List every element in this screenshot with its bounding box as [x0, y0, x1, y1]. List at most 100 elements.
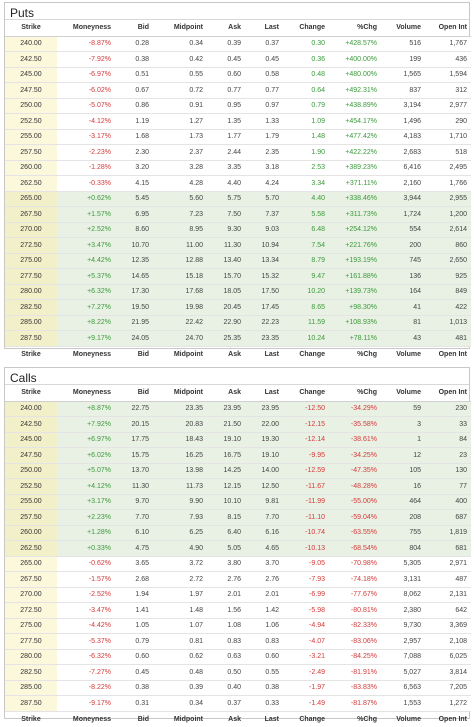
calls-head-pct-chg-header[interactable]: %Chg [329, 385, 381, 402]
table-row[interactable]: 265.00 +0.62% 5.45 5.60 5.75 5.70 4.40 +338.46%… [5, 191, 471, 207]
table-row[interactable]: 282.50 +7.27% 19.50 19.98 20.45 17.45 8.65 +98.… [5, 299, 471, 316]
table-row[interactable]: 265.00 -0.62% 3.65 3.72 3.80 3.70 -9.05 -70.98%… [5, 556, 471, 572]
table-row[interactable]: 242.50 -7.92% 0.38 0.42 0.45 0.45 0.36 +400.00%… [5, 51, 471, 68]
puts-strike-cell[interactable]: 287.50 [5, 330, 57, 347]
puts-strike-cell[interactable]: 262.50 [5, 175, 57, 192]
calls-head-moneyness-header[interactable]: Moneyness [57, 385, 115, 402]
table-row[interactable]: 270.00 +2.52% 8.60 8.95 9.30 9.03 6.48 +254.12%… [5, 222, 471, 238]
puts-head-last-header[interactable]: Last [245, 20, 283, 37]
calls-strike-cell[interactable]: 262.50 [5, 540, 57, 557]
calls-foot-last-header[interactable]: Last [245, 710, 283, 727]
puts-strike-cell[interactable]: 240.00 [5, 36, 57, 52]
puts-head-pct-chg-header[interactable]: %Chg [329, 20, 381, 37]
calls-strike-cell[interactable]: 285.00 [5, 680, 57, 696]
table-row[interactable]: 277.50 -5.37% 0.79 0.81 0.83 0.83 -4.07 -83.06%… [5, 633, 471, 650]
puts-foot-last-header[interactable]: Last [245, 345, 283, 362]
puts-head-change-header[interactable]: Change [283, 20, 329, 37]
calls-head-ask-header[interactable]: Ask [207, 385, 245, 402]
table-row[interactable]: 285.00 +8.22% 21.95 22.42 22.90 22.23 11.59 +10… [5, 315, 471, 331]
calls-strike-cell[interactable]: 245.00 [5, 432, 57, 448]
table-row[interactable]: 272.50 +3.47% 10.70 11.00 11.30 10.94 7.54 +221… [5, 237, 471, 254]
table-row[interactable]: 287.50 -9.17% 0.31 0.34 0.37 0.33 -1.49 -81.87%… [5, 695, 471, 712]
puts-foot-change-header[interactable]: Change [283, 345, 329, 362]
calls-head-volume-header[interactable]: Volume [381, 385, 425, 402]
puts-strike-cell[interactable]: 250.00 [5, 98, 57, 114]
table-row[interactable]: 245.00 -6.97% 0.51 0.55 0.60 0.58 0.48 +480.00%… [5, 67, 471, 83]
table-row[interactable]: 267.50 +1.57% 6.95 7.23 7.50 7.37 5.58 +311.73%… [5, 206, 471, 223]
puts-foot-midpoint-header[interactable]: Midpoint [153, 345, 207, 362]
calls-foot-bid-header[interactable]: Bid [115, 710, 153, 727]
table-row[interactable]: 272.50 -3.47% 1.41 1.48 1.56 1.42 -5.98 -80.81%… [5, 602, 471, 619]
table-row[interactable]: 245.00 +6.97% 17.75 18.43 19.10 19.30 -12.14 -3… [5, 432, 471, 448]
calls-strike-cell[interactable]: 252.50 [5, 478, 57, 495]
table-row[interactable]: 252.50 -4.12% 1.19 1.27 1.35 1.33 1.09 +454.17%… [5, 113, 471, 130]
table-row[interactable]: 285.00 -8.22% 0.38 0.39 0.40 0.38 -1.97 -83.83%… [5, 680, 471, 696]
calls-strike-cell[interactable]: 255.00 [5, 494, 57, 510]
table-row[interactable]: 262.50 +0.33% 4.75 4.90 5.05 4.65 -10.13 -68.54… [5, 540, 471, 557]
table-row[interactable]: 267.50 -1.57% 2.68 2.72 2.76 2.76 -7.93 -74.18%… [5, 571, 471, 588]
puts-strike-cell[interactable]: 260.00 [5, 160, 57, 176]
puts-strike-cell[interactable]: 257.50 [5, 144, 57, 161]
puts-foot-volume-header[interactable]: Volume [381, 345, 425, 362]
puts-strike-cell[interactable]: 265.00 [5, 191, 57, 207]
table-row[interactable]: 282.50 -7.27% 0.45 0.48 0.50 0.55 -2.49 -81.91%… [5, 664, 471, 681]
calls-strike-cell[interactable]: 247.50 [5, 447, 57, 464]
calls-strike-cell[interactable]: 240.00 [5, 401, 57, 417]
table-row[interactable]: 255.00 +3.17% 9.70 9.90 10.10 9.81 -11.99 -55.0… [5, 494, 471, 510]
puts-strike-cell[interactable]: 285.00 [5, 315, 57, 331]
calls-head-midpoint-header[interactable]: Midpoint [153, 385, 207, 402]
calls-head-open-int-header[interactable]: Open Int [425, 385, 471, 402]
calls-strike-cell[interactable]: 277.50 [5, 633, 57, 650]
calls-foot-ask-header[interactable]: Ask [207, 710, 245, 727]
calls-head-change-header[interactable]: Change [283, 385, 329, 402]
calls-strike-cell[interactable]: 242.50 [5, 416, 57, 433]
puts-foot-open-int-header[interactable]: Open Int [425, 345, 471, 362]
puts-strike-cell[interactable]: 277.50 [5, 268, 57, 285]
calls-foot-volume-header[interactable]: Volume [381, 710, 425, 727]
table-row[interactable]: 240.00 -8.87% 0.28 0.34 0.39 0.37 0.30 +428.57%… [5, 36, 471, 52]
table-row[interactable]: 247.50 -6.02% 0.67 0.72 0.77 0.77 0.64 +492.31%… [5, 82, 471, 99]
calls-strike-cell[interactable]: 282.50 [5, 664, 57, 681]
calls-foot-open-int-header[interactable]: Open Int [425, 710, 471, 727]
calls-strike-cell[interactable]: 260.00 [5, 525, 57, 541]
table-row[interactable]: 260.00 -1.28% 3.20 3.28 3.35 3.18 2.53 +389.23%… [5, 160, 471, 176]
puts-head-strike-header[interactable]: Strike [5, 20, 57, 37]
calls-strike-cell[interactable]: 267.50 [5, 571, 57, 588]
calls-foot-moneyness-header[interactable]: Moneyness [57, 710, 115, 727]
calls-head-strike-header[interactable]: Strike [5, 385, 57, 402]
table-row[interactable]: 252.50 +4.12% 11.30 11.73 12.15 12.50 -11.67 -4… [5, 478, 471, 495]
table-row[interactable]: 260.00 +1.28% 6.10 6.25 6.40 6.16 -10.74 -63.55… [5, 525, 471, 541]
table-row[interactable]: 280.00 -6.32% 0.60 0.62 0.63 0.60 -3.21 -84.25%… [5, 649, 471, 665]
calls-foot-change-header[interactable]: Change [283, 710, 329, 727]
calls-strike-cell[interactable]: 265.00 [5, 556, 57, 572]
table-row[interactable]: 255.00 -3.17% 1.68 1.73 1.77 1.79 1.48 +477.42%… [5, 129, 471, 145]
table-row[interactable]: 287.50 +9.17% 24.05 24.70 25.35 23.35 10.24 +78… [5, 330, 471, 347]
calls-strike-cell[interactable]: 287.50 [5, 695, 57, 712]
table-row[interactable]: 250.00 +5.07% 13.70 13.98 14.25 14.00 -12.59 -4… [5, 463, 471, 479]
puts-strike-cell[interactable]: 275.00 [5, 253, 57, 269]
puts-foot-ask-header[interactable]: Ask [207, 345, 245, 362]
table-row[interactable]: 275.00 +4.42% 12.35 12.88 13.40 13.34 8.79 +193… [5, 253, 471, 269]
calls-head-bid-header[interactable]: Bid [115, 385, 153, 402]
calls-strike-cell[interactable]: 280.00 [5, 649, 57, 665]
puts-foot-bid-header[interactable]: Bid [115, 345, 153, 362]
puts-foot-moneyness-header[interactable]: Moneyness [57, 345, 115, 362]
puts-strike-cell[interactable]: 280.00 [5, 284, 57, 300]
table-row[interactable]: 275.00 -4.42% 1.05 1.07 1.08 1.06 -4.94 -82.33%… [5, 618, 471, 634]
table-row[interactable]: 280.00 +6.32% 17.30 17.68 18.05 17.50 10.20 +13… [5, 284, 471, 300]
calls-head-last-header[interactable]: Last [245, 385, 283, 402]
puts-strike-cell[interactable]: 267.50 [5, 206, 57, 223]
calls-foot-midpoint-header[interactable]: Midpoint [153, 710, 207, 727]
calls-strike-cell[interactable]: 257.50 [5, 509, 57, 526]
table-row[interactable]: 262.50 -0.33% 4.15 4.28 4.40 4.24 3.34 +371.11%… [5, 175, 471, 192]
puts-strike-cell[interactable]: 242.50 [5, 51, 57, 68]
table-row[interactable]: 242.50 +7.92% 20.15 20.83 21.50 22.00 -12.15 -3… [5, 416, 471, 433]
puts-foot-pct-chg-header[interactable]: %Chg [329, 345, 381, 362]
calls-foot-strike-header[interactable]: Strike [5, 710, 57, 727]
calls-strike-cell[interactable]: 250.00 [5, 463, 57, 479]
puts-strike-cell[interactable]: 282.50 [5, 299, 57, 316]
table-row[interactable]: 257.50 +2.23% 7.70 7.93 8.15 7.70 -11.10 -59.04… [5, 509, 471, 526]
table-row[interactable]: 240.00 +8.87% 22.75 23.35 23.95 23.95 -12.50 -3… [5, 401, 471, 417]
puts-strike-cell[interactable]: 252.50 [5, 113, 57, 130]
puts-foot-strike-header[interactable]: Strike [5, 345, 57, 362]
